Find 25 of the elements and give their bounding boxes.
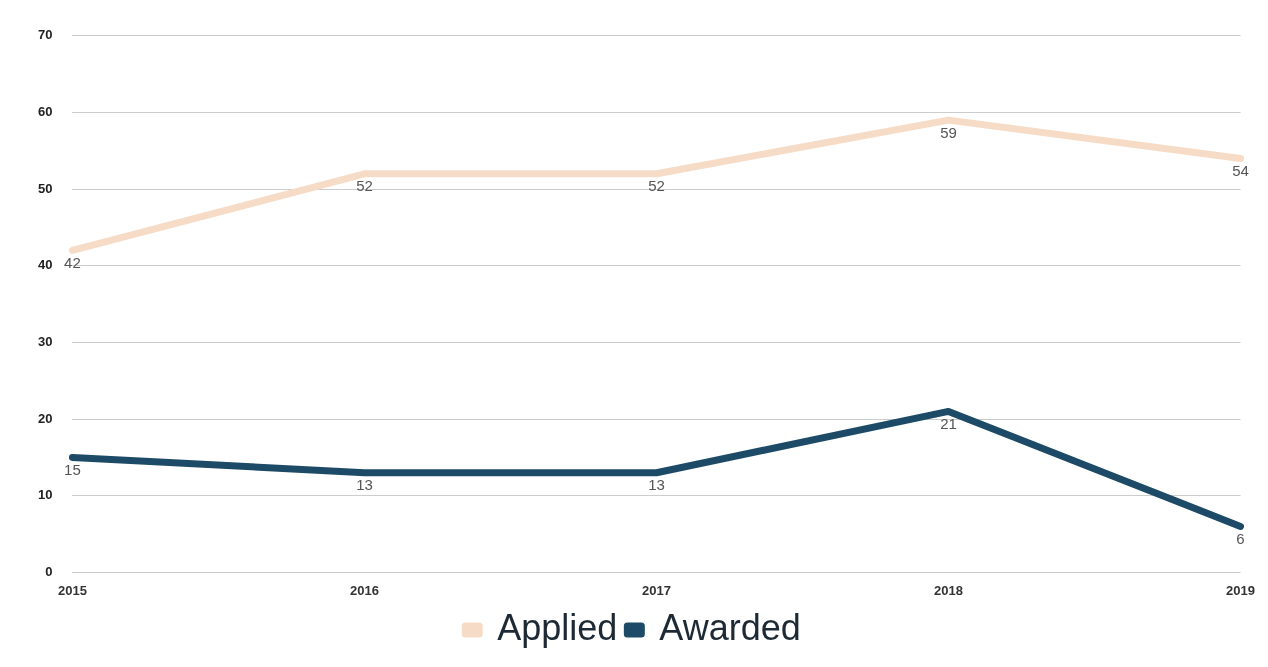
- x-tick-label: 2015: [58, 582, 87, 598]
- y-tick-label: 20: [37, 410, 53, 426]
- data-label: 52: [648, 177, 665, 195]
- x-tick-label: 2017: [642, 582, 671, 598]
- data-label: 15: [64, 461, 81, 479]
- legend-label: Awarded: [659, 606, 801, 648]
- y-tick-label: 40: [37, 257, 53, 273]
- data-label: 54: [1232, 162, 1249, 180]
- y-tick-label: 50: [37, 180, 53, 196]
- x-tick-label: 2016: [350, 582, 379, 598]
- data-label: 13: [356, 476, 373, 494]
- data-label: 52: [356, 177, 373, 195]
- x-tick-label: 2019: [1226, 582, 1255, 598]
- legend-label: Applied: [497, 606, 618, 648]
- x-tick-label: 2018: [934, 582, 963, 598]
- data-label: 42: [64, 254, 81, 272]
- y-tick-label: 60: [37, 104, 53, 120]
- data-label: 13: [648, 476, 665, 494]
- data-label: 21: [940, 415, 957, 433]
- y-tick-label: 70: [37, 27, 53, 43]
- y-tick-label: 10: [37, 487, 53, 503]
- y-tick-label: 0: [45, 563, 53, 579]
- data-label: 59: [940, 123, 957, 141]
- y-tick-label: 30: [37, 334, 53, 350]
- data-label: 6: [1236, 530, 1245, 548]
